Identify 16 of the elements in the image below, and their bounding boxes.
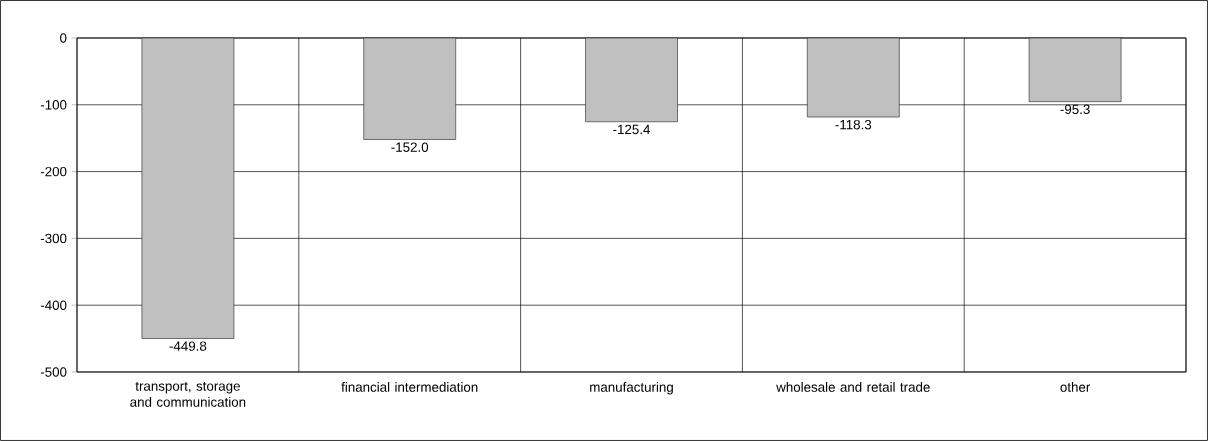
data-label: -95.3 — [1060, 104, 1090, 115]
y-tick-label: -400 — [40, 300, 67, 310]
y-tick-label: 0 — [60, 33, 67, 43]
y-tick-label: -300 — [40, 233, 67, 244]
x-tick-label: manufacturing — [590, 382, 673, 395]
data-label: -152.0 — [391, 142, 429, 152]
data-label: -449.8 — [169, 341, 207, 351]
data-label: -118.3 — [835, 119, 872, 130]
data-label: -125.4 — [613, 124, 651, 135]
y-tick-label: -100 — [40, 100, 67, 110]
x-tick-label: financial intermediation — [341, 382, 478, 392]
x-tick-label: other — [1060, 382, 1091, 392]
x-tick-label: wholesale and retail trade — [776, 382, 930, 392]
y-tick-label: -200 — [40, 166, 67, 177]
y-tick-label: -500 — [40, 367, 67, 377]
x-tick-label: transport, storage and communication — [130, 382, 246, 407]
